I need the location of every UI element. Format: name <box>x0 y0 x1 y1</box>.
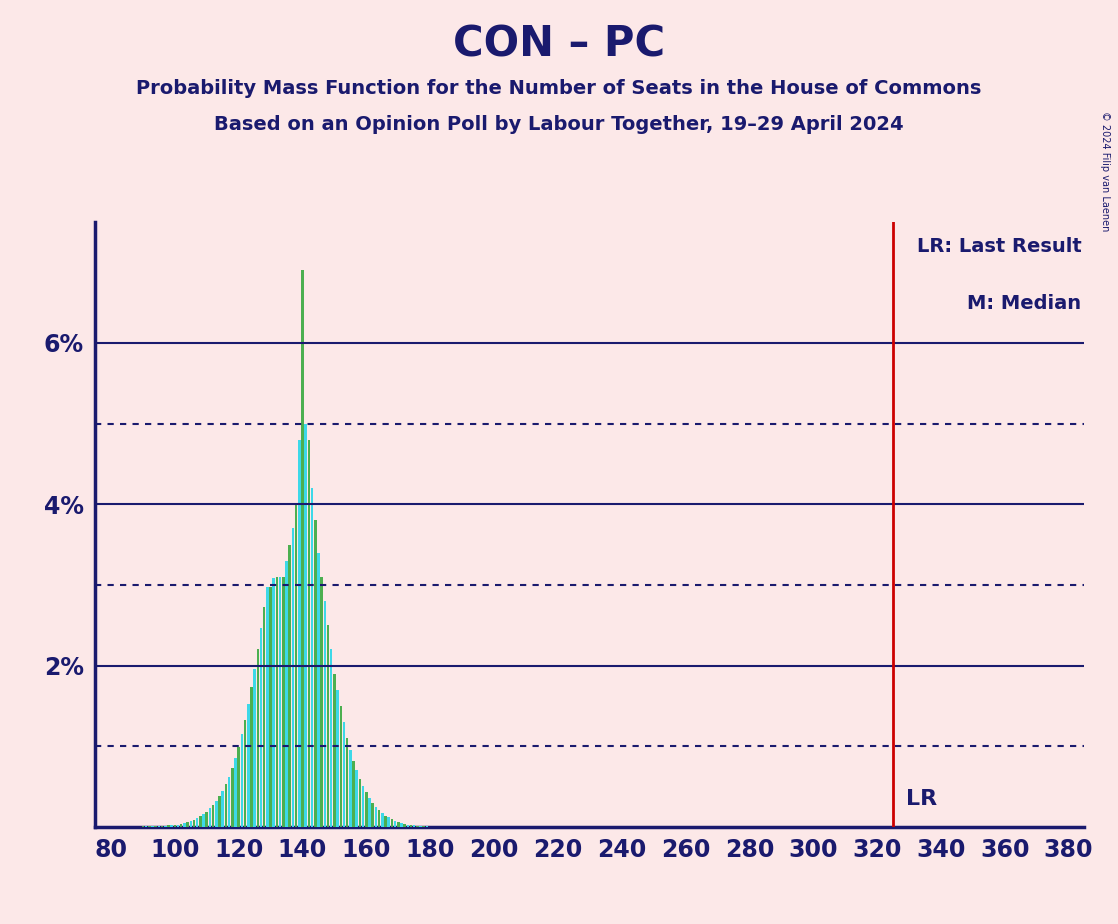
Text: LR: LR <box>906 789 937 808</box>
Bar <box>326 626 330 827</box>
Bar <box>180 824 182 827</box>
Text: M: Median: M: Median <box>967 295 1081 313</box>
Bar <box>228 777 230 827</box>
Bar <box>378 810 380 827</box>
Bar <box>400 823 402 827</box>
Bar <box>259 628 263 827</box>
Bar <box>321 577 323 827</box>
Bar <box>211 805 215 827</box>
Bar <box>202 814 205 827</box>
Bar <box>381 813 383 827</box>
Bar <box>269 588 272 827</box>
Bar <box>192 820 196 827</box>
Bar <box>221 791 224 827</box>
Bar <box>416 826 418 827</box>
Bar <box>385 816 387 827</box>
Bar <box>333 674 335 827</box>
Bar <box>307 440 310 827</box>
Bar <box>231 768 234 827</box>
Bar <box>234 759 237 827</box>
Bar <box>409 825 413 827</box>
Bar <box>168 825 170 827</box>
Bar <box>345 738 349 827</box>
Bar <box>187 822 189 827</box>
Bar <box>285 561 287 827</box>
Bar <box>314 520 316 827</box>
Bar <box>244 720 246 827</box>
Bar <box>375 807 377 827</box>
Bar <box>196 818 198 827</box>
Text: © 2024 Filip van Laenen: © 2024 Filip van Laenen <box>1100 111 1110 231</box>
Bar <box>299 440 301 827</box>
Bar <box>368 798 371 827</box>
Bar <box>215 801 218 827</box>
Bar <box>390 819 394 827</box>
Bar <box>288 544 291 827</box>
Text: Probability Mass Function for the Number of Seats in the House of Commons: Probability Mass Function for the Number… <box>136 79 982 98</box>
Bar <box>199 817 201 827</box>
Bar <box>209 808 211 827</box>
Bar <box>352 760 354 827</box>
Bar <box>404 824 406 827</box>
Bar <box>359 779 361 827</box>
Bar <box>366 792 368 827</box>
Bar <box>190 821 192 827</box>
Bar <box>362 785 364 827</box>
Bar <box>170 825 173 827</box>
Bar <box>413 825 416 827</box>
Bar <box>237 748 240 827</box>
Bar <box>407 824 409 827</box>
Bar <box>282 577 285 827</box>
Bar <box>177 824 179 827</box>
Bar <box>295 505 297 827</box>
Text: LR: Last Result: LR: Last Result <box>917 237 1081 256</box>
Bar <box>173 824 177 827</box>
Bar <box>330 650 332 827</box>
Text: Based on an Opinion Poll by Labour Together, 19–29 April 2024: Based on an Opinion Poll by Labour Toget… <box>215 116 903 135</box>
Bar <box>225 784 227 827</box>
Bar <box>397 822 399 827</box>
Bar <box>218 796 220 827</box>
Bar <box>301 270 304 827</box>
Bar <box>292 529 294 827</box>
Bar <box>356 771 358 827</box>
Bar <box>256 650 259 827</box>
Bar <box>318 553 320 827</box>
Bar <box>273 578 275 827</box>
Bar <box>240 735 243 827</box>
Bar <box>247 704 249 827</box>
Bar <box>337 690 339 827</box>
Bar <box>340 706 342 827</box>
Bar <box>254 669 256 827</box>
Bar <box>323 601 326 827</box>
Bar <box>266 588 268 827</box>
Bar <box>183 823 186 827</box>
Bar <box>349 750 352 827</box>
Bar <box>371 803 375 827</box>
Bar <box>278 577 282 827</box>
Bar <box>394 821 396 827</box>
Bar <box>206 811 208 827</box>
Bar <box>263 607 265 827</box>
Bar <box>250 687 253 827</box>
Bar <box>164 826 167 827</box>
Bar <box>343 722 345 827</box>
Text: CON – PC: CON – PC <box>453 23 665 65</box>
Bar <box>388 818 390 827</box>
Bar <box>161 826 163 827</box>
Bar <box>276 577 278 827</box>
Bar <box>304 423 307 827</box>
Bar <box>311 488 313 827</box>
